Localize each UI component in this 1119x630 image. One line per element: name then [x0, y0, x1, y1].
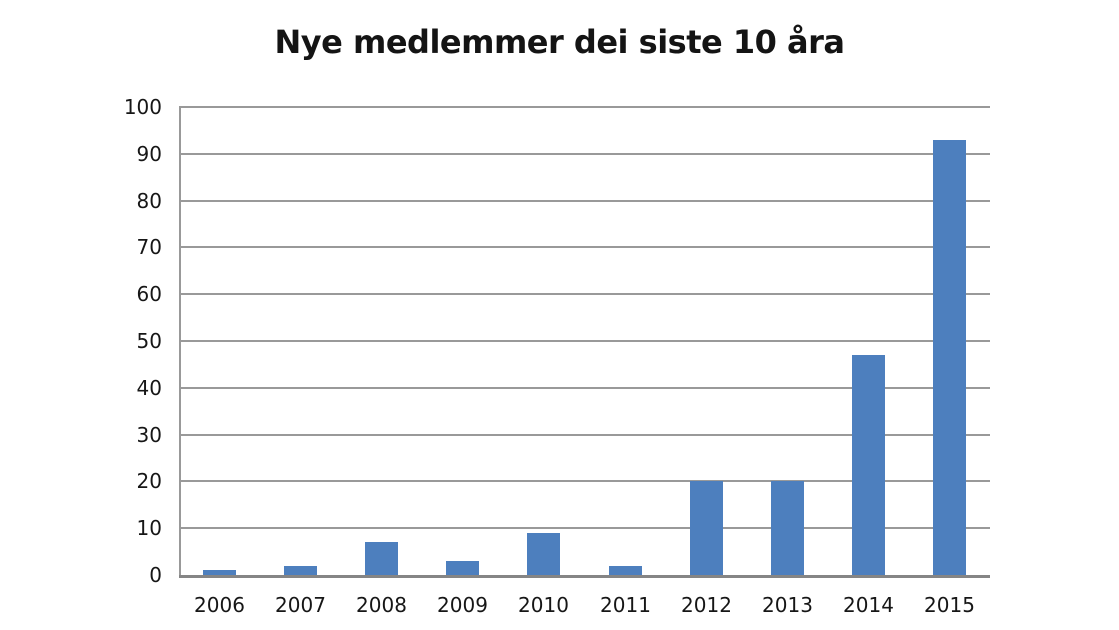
bar-2009 — [446, 560, 479, 575]
bar-2014 — [852, 355, 885, 575]
gridline-80 — [179, 199, 990, 202]
y-tick-label: 50 — [136, 329, 162, 353]
y-tick-label: 70 — [136, 235, 162, 260]
gridline-40 — [179, 386, 990, 389]
x-tick-label: 2013 — [762, 593, 813, 617]
gridline-90 — [179, 152, 990, 155]
gridline-30 — [179, 433, 990, 436]
x-axis-line — [179, 575, 990, 578]
gridline-60 — [179, 293, 990, 296]
y-tick-label: 30 — [136, 422, 162, 447]
gridline-70 — [179, 246, 990, 249]
x-tick-label: 2012 — [681, 593, 732, 617]
y-tick-label: 100 — [123, 95, 162, 119]
y-tick-label: 80 — [136, 188, 162, 213]
x-tick-label: 2015 — [924, 593, 975, 617]
gridline-10 — [179, 527, 990, 530]
x-tick-label: 2006 — [194, 593, 245, 617]
gridline-20 — [179, 480, 990, 483]
x-tick-label: 2008 — [356, 593, 407, 617]
y-tick-label: 10 — [136, 516, 162, 541]
y-tick-label: 20 — [136, 469, 162, 494]
x-tick-label: 2010 — [518, 593, 569, 617]
y-tick-label: 40 — [136, 375, 162, 400]
y-tick-label: 0 — [149, 563, 162, 587]
gridline-100 — [179, 106, 990, 108]
chart-title: Nye medlemmer dei siste 10 åra — [274, 23, 845, 61]
x-tick-label: 2009 — [437, 593, 488, 617]
bar-2012 — [690, 481, 723, 575]
bar-2015 — [933, 139, 966, 575]
bar-2013 — [771, 481, 804, 575]
bar-2006 — [203, 570, 236, 575]
bar-2010 — [527, 532, 560, 575]
gridline-50 — [179, 340, 990, 342]
bar-2008 — [365, 542, 398, 575]
y-tick-label: 90 — [136, 141, 162, 166]
x-tick-label: 2007 — [275, 593, 326, 617]
y-axis-line — [179, 107, 181, 575]
x-tick-label: 2011 — [600, 593, 651, 617]
bar-2007 — [284, 565, 317, 575]
y-tick-label: 60 — [136, 282, 162, 307]
x-tick-label: 2014 — [843, 593, 894, 617]
bar-2011 — [609, 565, 642, 575]
